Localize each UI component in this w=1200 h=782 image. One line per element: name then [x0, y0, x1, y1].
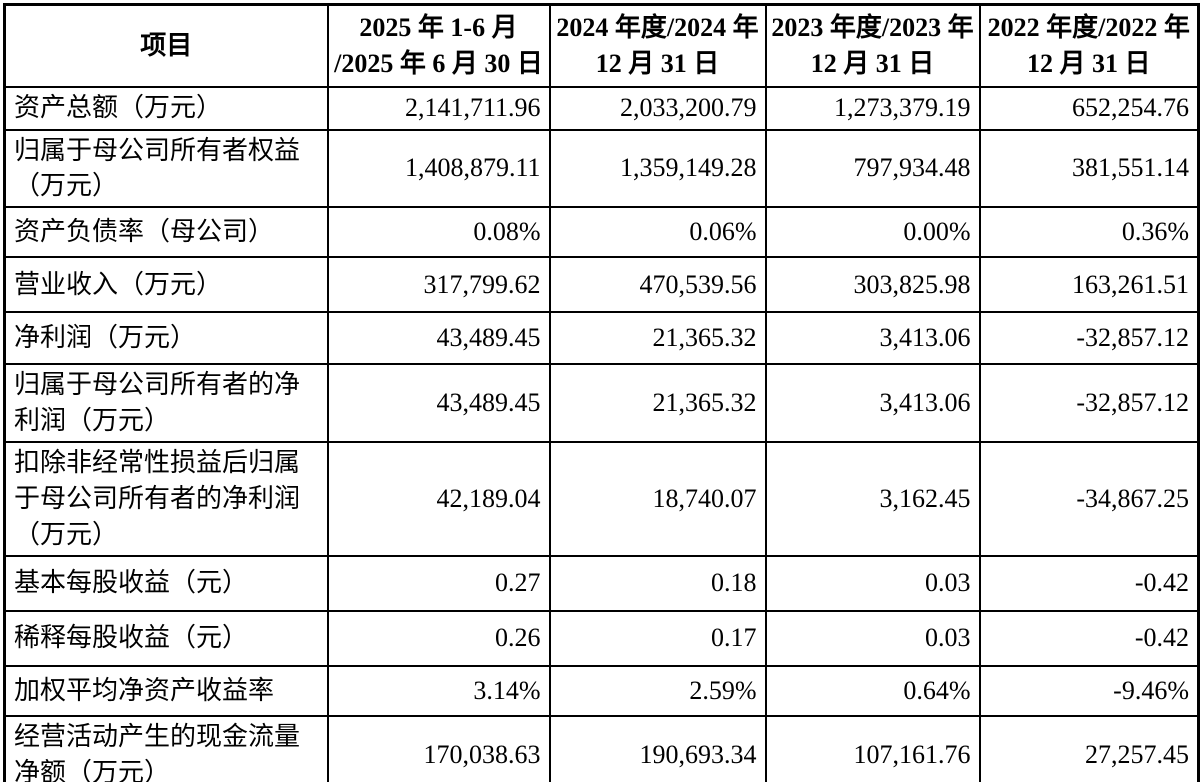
table-row: 归属于母公司所有者权益（万元） 1,408,879.11 1,359,149.2…: [3, 128, 1200, 209]
row-label: 归属于母公司所有者的净利润（万元）: [3, 363, 329, 443]
table-row: 稀释每股收益（元） 0.26 0.17 0.03 -0.42: [3, 609, 1200, 667]
column-header-item: 项目: [3, 3, 329, 88]
row-label: 基本每股收益（元）: [3, 554, 329, 612]
cell-value: -32,857.12: [978, 311, 1200, 366]
cell-value: -32,857.12: [978, 363, 1200, 443]
cell-value: 18,740.07: [548, 441, 767, 557]
cell-value: 163,261.51: [978, 256, 1200, 314]
cell-value: 0.26: [326, 609, 551, 667]
row-label: 经营活动产生的现金流量净额（万元）: [3, 714, 329, 782]
row-label: 净利润（万元）: [3, 311, 329, 366]
cell-value: 0.17: [548, 609, 767, 667]
cell-value: 0.27: [326, 554, 551, 612]
cell-value: 21,365.32: [548, 311, 767, 366]
cell-value: 21,365.32: [548, 363, 767, 443]
cell-value: 3,413.06: [764, 311, 981, 366]
row-label: 扣除非经常性损益后归属于母公司所有者的净利润（万元）: [3, 441, 329, 557]
cell-value: 107,161.76: [764, 714, 981, 782]
header-row: 项目 2025 年 1-6 月 /2025 年 6 月 30 日 2024 年度…: [3, 3, 1200, 88]
column-header-2023: 2023 年度/2023 年 12 月 31 日: [764, 3, 981, 88]
cell-value: 2.59%: [548, 664, 767, 717]
table-row: 扣除非经常性损益后归属于母公司所有者的净利润（万元） 42,189.04 18,…: [3, 441, 1200, 557]
cell-value: 2,033,200.79: [548, 85, 767, 131]
table-row: 营业收入（万元） 317,799.62 470,539.56 303,825.9…: [3, 256, 1200, 314]
cell-value: 0.03: [764, 554, 981, 612]
cell-value: -34,867.25: [978, 441, 1200, 557]
cell-value: -9.46%: [978, 664, 1200, 717]
cell-value: 0.06%: [548, 206, 767, 259]
cell-value: 0.64%: [764, 664, 981, 717]
cell-value: 1,359,149.28: [548, 128, 767, 209]
cell-value: 43,489.45: [326, 363, 551, 443]
table-row: 资产总额（万元） 2,141,711.96 2,033,200.79 1,273…: [3, 85, 1200, 131]
column-header-2025: 2025 年 1-6 月 /2025 年 6 月 30 日: [326, 3, 551, 88]
cell-value: 3,162.45: [764, 441, 981, 557]
row-label: 归属于母公司所有者权益（万元）: [3, 128, 329, 209]
cell-value: 2,141,711.96: [326, 85, 551, 131]
table-row: 基本每股收益（元） 0.27 0.18 0.03 -0.42: [3, 554, 1200, 612]
cell-value: 381,551.14: [978, 128, 1200, 209]
table-row: 加权平均净资产收益率 3.14% 2.59% 0.64% -9.46%: [3, 664, 1200, 717]
cell-value: 317,799.62: [326, 256, 551, 314]
cell-value: 0.08%: [326, 206, 551, 259]
cell-value: 797,934.48: [764, 128, 981, 209]
cell-value: 43,489.45: [326, 311, 551, 366]
cell-value: -0.42: [978, 554, 1200, 612]
financial-summary-table: 项目 2025 年 1-6 月 /2025 年 6 月 30 日 2024 年度…: [3, 3, 1200, 782]
table-row: 资产负债率（母公司） 0.08% 0.06% 0.00% 0.36%: [3, 206, 1200, 259]
cell-value: 3,413.06: [764, 363, 981, 443]
column-header-2022: 2022 年度/2022 年 12 月 31 日: [978, 3, 1200, 88]
table-row: 归属于母公司所有者的净利润（万元） 43,489.45 21,365.32 3,…: [3, 363, 1200, 443]
cell-value: 0.00%: [764, 206, 981, 259]
cell-value: 0.36%: [978, 206, 1200, 259]
row-label: 资产负债率（母公司）: [3, 206, 329, 259]
cell-value: 1,408,879.11: [326, 128, 551, 209]
table-row: 经营活动产生的现金流量净额（万元） 170,038.63 190,693.34 …: [3, 714, 1200, 782]
cell-value: 470,539.56: [548, 256, 767, 314]
cell-value: -0.42: [978, 609, 1200, 667]
column-header-2024: 2024 年度/2024 年 12 月 31 日: [548, 3, 767, 88]
row-label: 营业收入（万元）: [3, 256, 329, 314]
cell-value: 303,825.98: [764, 256, 981, 314]
cell-value: 3.14%: [326, 664, 551, 717]
cell-value: 0.18: [548, 554, 767, 612]
cell-value: 170,038.63: [326, 714, 551, 782]
cell-value: 42,189.04: [326, 441, 551, 557]
table-row: 净利润（万元） 43,489.45 21,365.32 3,413.06 -32…: [3, 311, 1200, 366]
row-label: 资产总额（万元）: [3, 85, 329, 131]
cell-value: 190,693.34: [548, 714, 767, 782]
cell-value: 652,254.76: [978, 85, 1200, 131]
row-label: 加权平均净资产收益率: [3, 664, 329, 717]
cell-value: 0.03: [764, 609, 981, 667]
row-label: 稀释每股收益（元）: [3, 609, 329, 667]
cell-value: 1,273,379.19: [764, 85, 981, 131]
cell-value: 27,257.45: [978, 714, 1200, 782]
